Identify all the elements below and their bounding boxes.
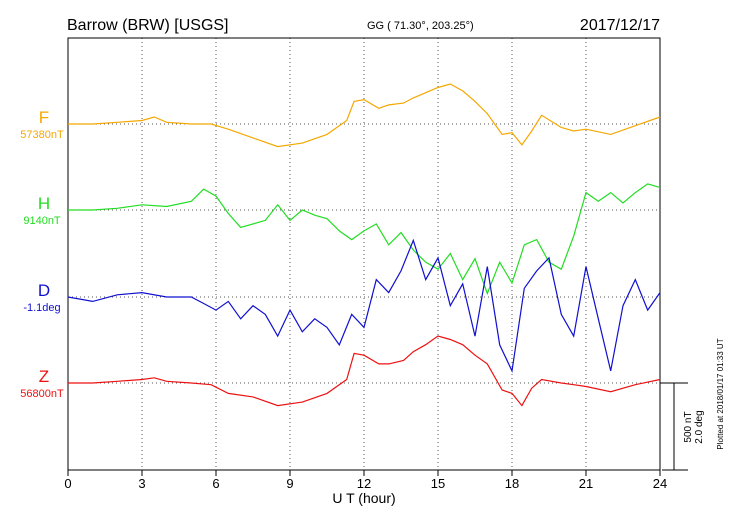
x-tick-label-21: 21 [579,476,593,491]
scale-bar: 500 nT 2.0 deg [660,382,705,471]
chart-grid [68,38,660,470]
scale-deg-label: 2.0 deg [694,410,705,443]
x-axis-ticks: 0 3 6 9 12 15 18 21 24 [64,470,667,491]
x-tick-label-18: 18 [505,476,519,491]
chart-date: 2017/12/17 [580,17,660,34]
series-lines [67,83,661,407]
x-tick-label-9: 9 [286,476,293,491]
series-F-baseline-value: 57380nT [20,129,64,141]
series-Z-baseline-value: 56800nT [20,388,64,400]
series-D-baseline-value: -1.1deg [23,302,60,314]
series-H-name: H [38,194,50,213]
x-tick-label-3: 3 [138,476,145,491]
series-F-line [68,83,661,148]
series-Z-line [68,335,661,407]
x-tick-label-15: 15 [431,476,445,491]
x-axis-label: U T (hour) [332,490,395,506]
x-tick-label-12: 12 [357,476,371,491]
series-H-baseline-value: 9140nT [23,215,61,227]
station-title: Barrow (BRW) [USGS] [67,17,229,34]
series-D-name: D [38,281,50,300]
station-coordinates: GG ( 71.30°, 203.25°) [367,20,474,32]
x-tick-label-6: 6 [212,476,219,491]
series-Z-name: Z [39,367,49,386]
series-D-line [67,238,661,373]
series-F-name: F [39,108,49,127]
scale-nt-label: 500 nT [683,411,694,442]
plotted-timestamp: Plotted at 2018/01/17 01:33 UT [716,338,725,449]
series-H-line [68,183,661,296]
x-tick-label-0: 0 [64,476,71,491]
x-tick-label-24: 24 [653,476,667,491]
series-labels: F 57380nT H 9140nT D -1.1deg Z 56800nT [20,108,64,400]
